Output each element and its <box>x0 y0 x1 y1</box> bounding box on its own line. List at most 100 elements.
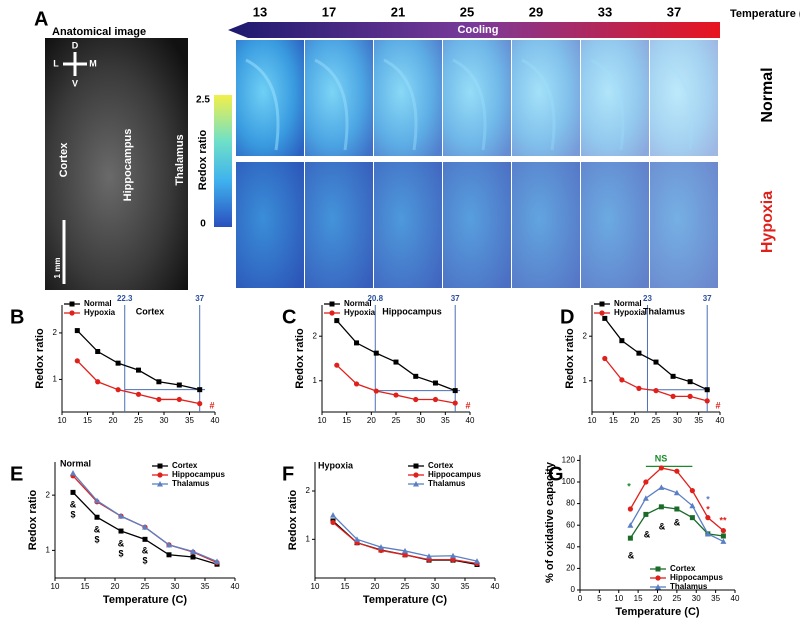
image-tile <box>443 40 511 156</box>
image-tile <box>374 40 442 156</box>
marker <box>658 484 665 490</box>
x-tick-label: 0 <box>578 594 583 603</box>
marker <box>689 515 695 521</box>
marker <box>687 379 693 385</box>
panel-letter: F <box>282 463 294 485</box>
orientation-label: D <box>72 40 79 50</box>
marker <box>619 377 625 383</box>
legend-marker <box>157 463 163 469</box>
annotation: & <box>70 499 77 509</box>
annotation: $ <box>94 534 99 544</box>
orientation-label: V <box>72 78 78 88</box>
x-tick-label: 40 <box>491 582 500 591</box>
marker <box>720 538 727 544</box>
y-tick-label: 20 <box>566 564 575 573</box>
reference-label: 20.8 <box>367 294 383 303</box>
legend-label: Hippocampus <box>428 470 481 479</box>
marker <box>74 328 80 334</box>
marker <box>402 552 408 558</box>
temperature-label: Temperature (C) <box>730 8 800 20</box>
marker <box>136 367 141 373</box>
x-tick-label: 35 <box>694 416 703 425</box>
annotation: ** <box>719 515 727 525</box>
row-label: Normal <box>759 67 776 122</box>
temperature-tick: 17 <box>322 4 336 19</box>
annotation: Thalamus <box>643 306 685 316</box>
series-line <box>336 320 456 392</box>
marker <box>393 359 399 365</box>
legend-marker <box>413 481 419 487</box>
x-tick-label: 20 <box>653 594 662 603</box>
tissue-contour <box>452 58 487 151</box>
y-axis-title: Redox ratio <box>294 328 306 389</box>
marker <box>643 511 649 517</box>
legend-label: Thalamus <box>428 479 466 488</box>
x-tick-label: 20 <box>371 582 380 591</box>
annotation: * <box>627 481 631 491</box>
marker <box>452 400 458 406</box>
legend-marker <box>329 310 335 316</box>
x-tick-label: 30 <box>416 416 425 425</box>
image-tile <box>236 40 304 156</box>
panel-a: A Anatomical image D L M V Cortex Hippoc… <box>34 8 800 290</box>
annotation: & <box>94 524 101 534</box>
marker <box>142 536 148 542</box>
legend-marker <box>329 301 335 307</box>
tissue-contour <box>314 58 349 151</box>
marker <box>602 355 608 362</box>
y-axis-title: Redox ratio <box>564 328 576 389</box>
temperature-tick: 13 <box>253 4 267 19</box>
y-tick-label: 2 <box>46 490 51 499</box>
annotation: & <box>118 538 125 548</box>
image-tile <box>374 162 442 288</box>
x-tick-label: 20 <box>630 416 639 425</box>
marker <box>142 524 148 530</box>
y-tick-label: 2 <box>313 331 318 340</box>
x-tick-label: 25 <box>652 416 661 425</box>
image-tile <box>512 162 580 288</box>
annotation: & <box>644 529 651 539</box>
marker <box>115 387 121 393</box>
x-tick-label: 10 <box>51 582 60 591</box>
annotation: $ <box>70 509 75 519</box>
row-label: Hypoxia <box>759 191 776 253</box>
legend-marker <box>413 463 419 469</box>
legend-marker <box>655 584 661 590</box>
x-tick-label: 35 <box>441 416 450 425</box>
marker <box>95 379 101 385</box>
temperature-tick: 25 <box>460 4 474 19</box>
region-label: Hippocampus <box>122 129 134 202</box>
y-tick-label: 2 <box>53 328 58 337</box>
panel-letter: C <box>282 306 296 328</box>
cooling-arrow <box>228 22 720 38</box>
annotation: & <box>142 545 149 555</box>
image-tile <box>305 162 373 288</box>
y-tick-label: 1 <box>46 545 51 554</box>
legend-label: Normal <box>84 299 112 308</box>
orientation-label: M <box>89 58 97 68</box>
anatomical-image <box>45 38 188 290</box>
tissue-contour <box>245 58 280 151</box>
marker <box>658 504 664 510</box>
marker <box>432 396 439 403</box>
marker <box>705 515 711 521</box>
x-tick-label: 15 <box>341 582 350 591</box>
marker <box>334 318 340 324</box>
x-tick-label: 30 <box>160 416 169 425</box>
marker <box>373 388 379 394</box>
x-tick-label: 10 <box>614 594 623 603</box>
marker <box>402 547 408 554</box>
marker <box>450 557 456 563</box>
legend-label: Hippocampus <box>172 470 225 479</box>
x-tick-label: 25 <box>141 582 150 591</box>
marker <box>627 522 634 528</box>
x-tick-label: 25 <box>672 594 681 603</box>
temperature-tick: 29 <box>529 4 543 19</box>
marker <box>115 360 121 366</box>
legend-marker <box>69 301 75 307</box>
legend-label: Normal <box>614 299 642 308</box>
marker <box>643 479 649 485</box>
marker <box>378 544 384 550</box>
marker <box>156 379 162 385</box>
tissue-contour <box>521 58 556 151</box>
